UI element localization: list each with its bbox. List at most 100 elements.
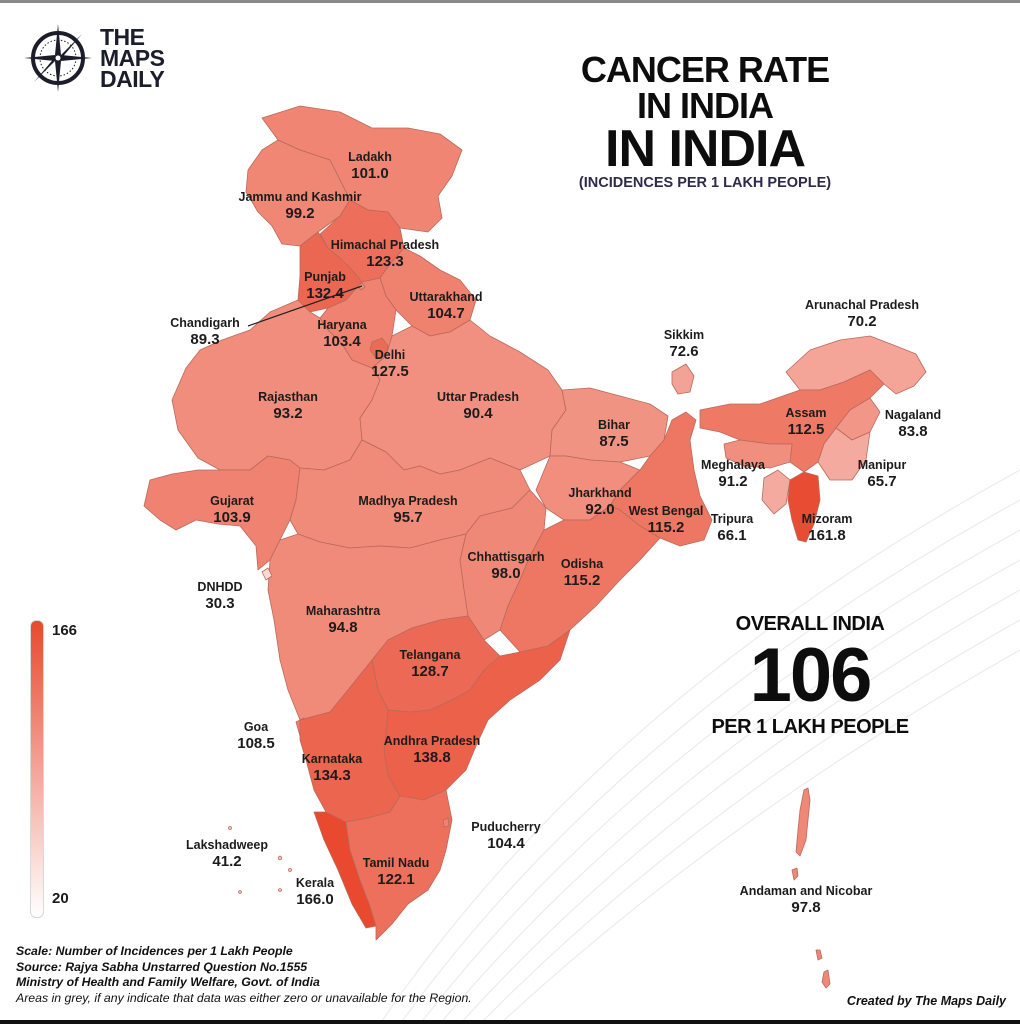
overall-unit: PER 1 LAKH PEOPLE xyxy=(711,716,909,738)
region-andaman-nicobar[interactable] xyxy=(791,787,831,989)
region-bihar[interactable] xyxy=(549,387,669,463)
region-label-ap: Andhra Pradesh 138.8 xyxy=(384,734,481,766)
region-value: 97.8 xyxy=(791,899,821,916)
region-value: 87.5 xyxy=(599,433,629,450)
region-name: Chhattisgarh xyxy=(467,550,545,564)
region-value: 108.5 xyxy=(237,735,275,752)
region-label-telangana: Telangana 128.7 xyxy=(400,648,461,680)
region-odisha[interactable] xyxy=(499,505,661,653)
footer-ministry: Ministry of Health and Family Welfare, G… xyxy=(16,975,320,989)
region-label-jk: Jammu and Kashmir 99.2 xyxy=(239,190,362,222)
brand-logo: THE MAPS DAILY xyxy=(22,22,165,94)
region-label-wb: West Bengal 115.2 xyxy=(629,504,704,536)
region-value: 138.8 xyxy=(413,749,451,766)
region-lakshadweep[interactable] xyxy=(228,826,292,894)
region-value: 103.9 xyxy=(213,509,251,526)
region-value: 95.7 xyxy=(393,509,423,526)
region-name: Goa xyxy=(243,720,269,734)
footer-notes: Scale: Number of Incidences per 1 Lakh P… xyxy=(16,944,472,1006)
region-label-meghalaya: Meghalaya 91.2 xyxy=(701,458,765,490)
region-name: Odisha xyxy=(560,557,604,571)
region-name: Uttarakhand xyxy=(409,290,483,304)
region-value: 104.7 xyxy=(427,305,465,322)
map-subtitle: (INCIDENCES PER 1 LAKH PEOPLE) xyxy=(578,175,832,191)
region-value: 127.5 xyxy=(371,363,409,380)
region-label-maharashtra: Maharashtra 94.8 xyxy=(306,604,380,636)
region-name: Mizoram xyxy=(801,512,853,526)
region-dnhdd[interactable] xyxy=(261,567,273,581)
region-value: 112.5 xyxy=(787,421,825,438)
region-label-rajasthan: Rajasthan 93.2 xyxy=(258,390,318,422)
region-name: Haryana xyxy=(317,318,367,332)
region-tripura[interactable] xyxy=(761,469,791,515)
region-name: Jharkhand xyxy=(568,486,632,500)
region-label-kerala: Kerala 166.0 xyxy=(296,876,334,908)
region-tamil-nadu[interactable] xyxy=(345,789,453,941)
region-name: Meghalaya xyxy=(701,458,765,472)
region-label-karnataka: Karnataka 134.3 xyxy=(302,752,362,784)
region-value: 122.1 xyxy=(377,871,415,888)
region-name: Bihar xyxy=(598,418,630,432)
region-label-sikkim: Sikkim 72.6 xyxy=(664,328,704,360)
brand-line-1: THE xyxy=(100,23,145,50)
region-value: 134.3 xyxy=(313,767,351,784)
region-name: Tripura xyxy=(710,512,754,526)
region-name: Delhi xyxy=(374,348,406,362)
region-label-manipur: Manipur 65.7 xyxy=(858,458,907,490)
brand-line-2: MAPS xyxy=(100,44,165,71)
region-label-arunachal: Arunachal Pradesh 70.2 xyxy=(805,298,919,330)
region-name: Karnataka xyxy=(301,752,363,766)
title-line-2: IN INDIA xyxy=(637,85,774,126)
map-title: CANCER RATE IN INDIA IN INDIA xyxy=(540,52,870,176)
region-label-hp: Himachal Pradesh 123.3 xyxy=(331,238,439,270)
region-value: 92.0 xyxy=(585,501,615,518)
region-label-tripura: Tripura 66.1 xyxy=(711,512,753,544)
region-value: 99.2 xyxy=(285,205,315,222)
region-label-puducherry: Puducherry 104.4 xyxy=(471,820,540,852)
region-label-haryana: Haryana 103.4 xyxy=(317,318,366,350)
region-value: 115.2 xyxy=(647,519,685,536)
region-name: Nagaland xyxy=(884,408,942,422)
region-name: Ladakh xyxy=(348,150,392,164)
region-puducherry[interactable] xyxy=(442,817,450,828)
region-name: Andaman and Nicobar xyxy=(739,884,873,898)
region-label-mp: Madhya Pradesh 95.7 xyxy=(358,494,457,526)
region-west-bengal[interactable] xyxy=(609,411,713,547)
region-sikkim[interactable] xyxy=(671,363,695,395)
region-name: Andhra Pradesh xyxy=(383,734,481,748)
region-label-chandigarh: Chandigarh 89.3 xyxy=(170,316,239,348)
region-uttarakhand[interactable] xyxy=(379,247,477,337)
region-label-jharkhand: Jharkhand 92.0 xyxy=(568,486,631,518)
region-manipur[interactable] xyxy=(817,427,871,481)
region-value: 132.4 xyxy=(306,285,344,302)
region-label-andaman: Andaman and Nicobar 97.8 xyxy=(740,884,873,916)
overall-heading: OVERALL INDIA xyxy=(735,613,885,635)
region-value: 94.8 xyxy=(328,619,358,636)
region-name: Uttar Pradesh xyxy=(437,390,519,404)
region-mizoram[interactable] xyxy=(787,471,821,543)
top-border xyxy=(0,0,1020,3)
region-name: Assam xyxy=(785,406,827,420)
overall-value: 106 xyxy=(749,633,873,718)
region-value: 70.2 xyxy=(847,313,877,330)
bottom-border xyxy=(0,1020,1020,1024)
region-label-odisha: Odisha 115.2 xyxy=(561,557,603,589)
region-label-bihar: Bihar 87.5 xyxy=(598,418,630,450)
credit-line: Created by The Maps Daily xyxy=(846,994,1006,1008)
region-label-lakshadweep: Lakshadweep 41.2 xyxy=(186,838,268,870)
region-value: 72.6 xyxy=(669,343,699,360)
region-label-up: Uttar Pradesh 90.4 xyxy=(437,390,519,422)
region-value: 98.0 xyxy=(491,565,521,582)
region-label-punjab: Punjab 132.4 xyxy=(304,270,346,302)
region-label-nagaland: Nagaland 83.8 xyxy=(885,408,941,440)
chandigarh-leader-line xyxy=(247,285,363,327)
region-name: Manipur xyxy=(857,458,907,472)
region-name: West Bengal xyxy=(628,504,704,518)
region-value: 123.3 xyxy=(366,253,404,270)
region-label-assam: Assam 112.5 xyxy=(786,406,827,438)
region-label-ladakh: Ladakh 101.0 xyxy=(348,150,392,182)
brand-name: THE MAPS DAILY xyxy=(100,23,165,90)
region-meghalaya[interactable] xyxy=(723,439,793,469)
compass-icon xyxy=(24,24,92,92)
